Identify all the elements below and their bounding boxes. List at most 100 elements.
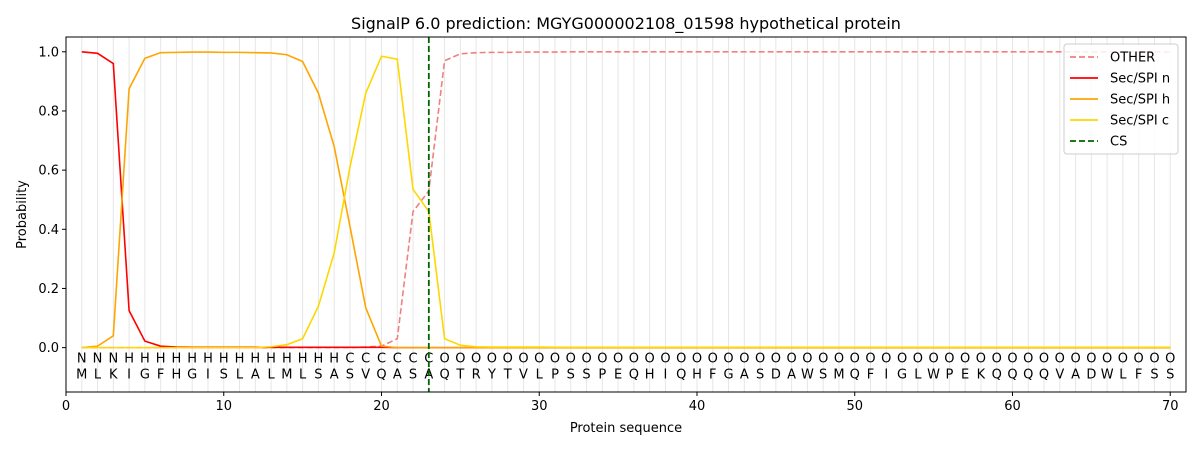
region-label: N — [93, 351, 103, 366]
residue-letter: L — [536, 368, 544, 383]
region-label: O — [1070, 351, 1080, 366]
residue-letter: V — [1055, 368, 1064, 383]
region-label: O — [660, 351, 670, 366]
residue-letter: W — [927, 368, 940, 383]
region-label: N — [108, 351, 118, 366]
region-label: C — [345, 351, 354, 366]
axes: 0 10 20 30 40 50 60 70 0.0 0.2 0.4 0.6 0.8 1.0 — [38, 45, 1178, 414]
residue-letter: S — [220, 368, 228, 383]
region-label: H — [250, 351, 260, 366]
region-label: O — [676, 351, 686, 366]
x-tick-label: 30 — [531, 399, 548, 414]
chart-title: SignalP 6.0 prediction: MGYG000002108_01… — [351, 14, 901, 34]
residue-letter: Q — [1007, 368, 1017, 383]
region-label: O — [1023, 351, 1033, 366]
residue-letter: T — [455, 368, 464, 383]
region-label: O — [503, 351, 513, 366]
region-label: O — [1149, 351, 1159, 366]
legend-label: OTHER — [1110, 51, 1155, 66]
region-label: O — [692, 351, 702, 366]
region-label: O — [1134, 351, 1144, 366]
region-label: O — [1007, 351, 1017, 366]
region-label: H — [298, 351, 308, 366]
region-label: O — [708, 351, 718, 366]
region-label: H — [282, 351, 292, 366]
residue-letter: W — [1101, 368, 1114, 383]
region-label: H — [314, 351, 324, 366]
region-label: O — [439, 351, 449, 366]
legend-label: Sec/SPI c — [1110, 114, 1169, 129]
region-label: H — [187, 351, 197, 366]
x-tick-label: 40 — [689, 399, 706, 414]
y-tick-label: 1.0 — [38, 45, 59, 60]
region-label: H — [235, 351, 245, 366]
region-label: O — [550, 351, 560, 366]
region-label: O — [834, 351, 844, 366]
region-label: O — [992, 351, 1002, 366]
region-label: C — [424, 351, 433, 366]
region-label: O — [802, 351, 812, 366]
region-label: O — [471, 351, 481, 366]
x-tick-label: 0 — [62, 399, 70, 414]
plot-frame — [65, 36, 1187, 393]
residue-letter: I — [664, 368, 668, 383]
residue-letter: V — [519, 368, 528, 383]
region-label: O — [645, 351, 655, 366]
residue-letter: M — [76, 368, 87, 383]
region-label: O — [518, 351, 528, 366]
y-tick-label: 0.4 — [38, 223, 59, 238]
region-label: H — [219, 351, 229, 366]
y-tick-label: 0.2 — [38, 282, 59, 297]
residue-letter: Q — [439, 368, 449, 383]
region-label: O — [1102, 351, 1112, 366]
residue-letter: E — [961, 368, 969, 383]
residue-letter: P — [551, 368, 559, 383]
series-line-sec-spi-h — [81, 51, 1171, 349]
residue-letter: L — [236, 368, 244, 383]
x-tick-label: 60 — [1004, 399, 1021, 414]
region-label: O — [865, 351, 875, 366]
residue-letter: F — [867, 368, 874, 383]
residue-letter: A — [787, 368, 796, 383]
residue-letter: S — [1166, 368, 1174, 383]
residue-letter: L — [299, 368, 307, 383]
residue-letter: I — [884, 368, 888, 383]
region-label: C — [409, 351, 418, 366]
y-tick-label: 0.6 — [38, 164, 59, 179]
region-label: C — [361, 351, 370, 366]
region-label: O — [629, 351, 639, 366]
region-label: O — [1165, 351, 1175, 366]
region-label: O — [613, 351, 623, 366]
residue-letter: I — [206, 368, 210, 383]
residue-letter: Q — [850, 368, 860, 383]
residue-letter: S — [819, 368, 827, 383]
x-tick-label: 10 — [215, 399, 232, 414]
region-label: H — [140, 351, 150, 366]
residue-letter: I — [127, 368, 131, 383]
residue-letter: M — [281, 368, 292, 383]
region-label: O — [597, 351, 607, 366]
region-label: O — [960, 351, 970, 366]
region-label: O — [881, 351, 891, 366]
residue-letter: Q — [1039, 368, 1049, 383]
region-label: H — [203, 351, 213, 366]
residue-letter: P — [598, 368, 606, 383]
legend: OTHER Sec/SPI n Sec/SPI h Sec/SPI c CS — [1063, 43, 1179, 155]
region-label: O — [1039, 351, 1049, 366]
series-line-other — [81, 50, 1171, 349]
series-line-sec-spi-c — [81, 55, 1171, 349]
region-label: O — [944, 351, 954, 366]
region-label: O — [723, 351, 733, 366]
x-tick-label: 20 — [373, 399, 390, 414]
region-label: H — [124, 351, 134, 366]
region-label: O — [1055, 351, 1065, 366]
residue-letter: D — [1086, 368, 1096, 383]
region-label: O — [818, 351, 828, 366]
region-label: O — [534, 351, 544, 366]
residue-letter: L — [94, 368, 102, 383]
residue-letter: G — [140, 368, 150, 383]
residue-letter: S — [346, 368, 354, 383]
vertical-grid — [81, 37, 1171, 392]
residue-letter: S — [314, 368, 322, 383]
